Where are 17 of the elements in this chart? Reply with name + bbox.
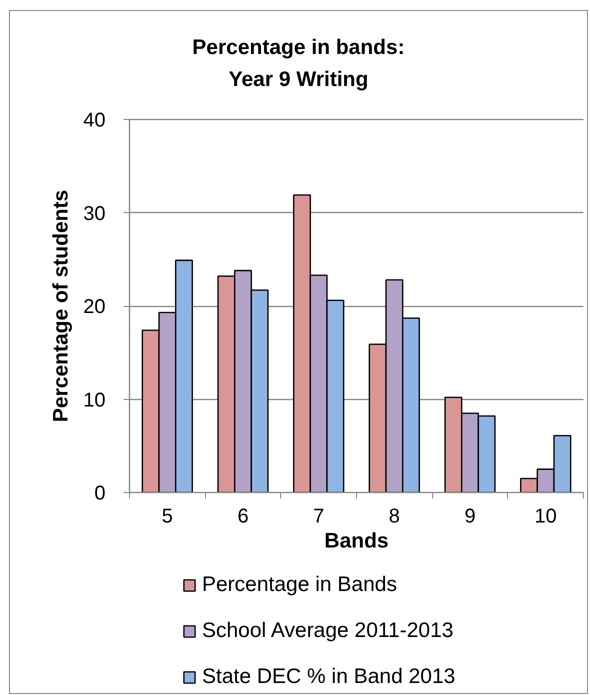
x-tick-label: 9 (464, 506, 476, 528)
y-tick-label: 20 (83, 296, 106, 318)
y-tick-label: 10 (83, 389, 106, 412)
y-tick-label: 40 (83, 110, 106, 132)
x-tick-label: 7 (313, 506, 324, 528)
y-tick-label: 30 (83, 202, 106, 225)
y-tick-label: 0 (94, 482, 106, 504)
x-tick-label: 10 (534, 506, 557, 528)
x-tick-label: 6 (237, 506, 249, 528)
legend-label: State DEC % in Band 2013 (202, 665, 456, 689)
x-tick-label: 5 (162, 506, 173, 528)
legend-label: Percentage in Bands (202, 573, 397, 597)
x-tick-label: 8 (388, 506, 400, 528)
x-axis-title: Bands (324, 530, 389, 552)
legend-label: School Average 2011-2013 (202, 619, 454, 643)
chart-title: Percentage in bands: Year 9 Writing (192, 35, 405, 93)
y-axis-title: Percentage of students (49, 190, 72, 422)
